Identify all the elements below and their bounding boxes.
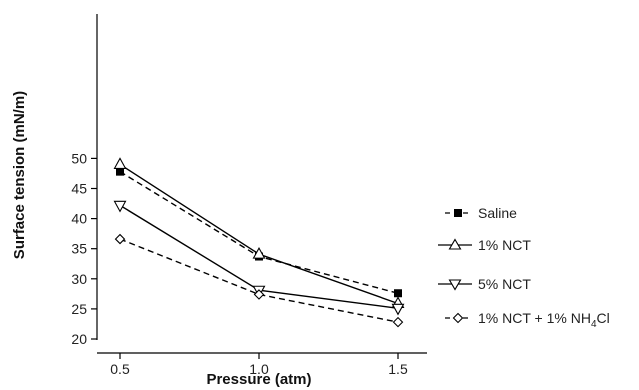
y-tick-label: 50 <box>71 150 87 166</box>
x-ticks: 0.5 1.0 1.5 <box>110 353 408 377</box>
legend-item-1pct-nct: 1% NCT <box>438 237 531 253</box>
data-point-1-nct-1-nh4cl <box>114 233 126 245</box>
y-tick-label: 20 <box>71 331 87 347</box>
y-tick-label: 40 <box>71 211 87 227</box>
x-tick-label: 1.0 <box>249 361 269 377</box>
y-ticks: 20 25 30 35 40 45 50 <box>71 150 97 347</box>
data-point-saline <box>116 167 124 176</box>
legend-label-5pct-nct: 5% NCT <box>478 276 531 292</box>
legend-item-5pct-nct: 5% NCT <box>438 276 531 292</box>
y-axis-title: Surface tension (mN/m) <box>11 91 28 259</box>
data-point-5-nct <box>391 303 405 316</box>
legend-marker-1pct-nct <box>448 238 462 250</box>
legend-item-nct-nh4cl: 1% NCT + 1% NH4Cl <box>445 310 610 330</box>
x-axis-title: Pressure (atm) <box>206 371 311 388</box>
legend-label-nct-nh4cl-suffix: Cl <box>597 310 610 326</box>
data-point-saline <box>394 289 402 298</box>
data-point-1-nct-1-nh4cl <box>253 289 265 300</box>
legend-marker-saline <box>454 209 462 217</box>
data-point-1-nct <box>113 157 127 169</box>
x-tick-label: 0.5 <box>110 361 130 377</box>
axes <box>96 14 427 354</box>
legend-marker-nct-nh4cl <box>452 312 464 324</box>
legend-label-1pct-nct: 1% NCT <box>478 237 531 253</box>
data-point-1-nct <box>252 246 266 259</box>
legend-marker-5pct-nct <box>448 279 462 291</box>
y-tick-label: 45 <box>71 181 87 197</box>
legend-label-nct-nh4cl-prefix: 1% NCT + 1% NH <box>478 310 591 326</box>
y-tick-label: 25 <box>71 301 87 317</box>
data-point-1-nct-1-nh4cl <box>392 316 404 328</box>
series-line-saline <box>119 171 399 294</box>
legend-item-saline: Saline <box>445 205 517 221</box>
y-tick-label: 30 <box>71 271 87 287</box>
x-tick-label: 1.5 <box>388 361 408 377</box>
legend-label-saline: Saline <box>478 205 517 221</box>
y-tick-label: 35 <box>71 241 87 257</box>
series-line-1-nct-1-nh4cl <box>119 238 399 323</box>
legend-label-nct-nh4cl: 1% NCT + 1% NH4Cl <box>478 310 610 330</box>
data-point-5-nct <box>113 200 127 213</box>
series-markers <box>113 157 405 328</box>
legend: Saline 1% NCT 5% NCT 1% NCT + 1% NH4Cl <box>438 205 610 330</box>
legend-label-nct-nh4cl-subscript: 4 <box>591 319 597 330</box>
